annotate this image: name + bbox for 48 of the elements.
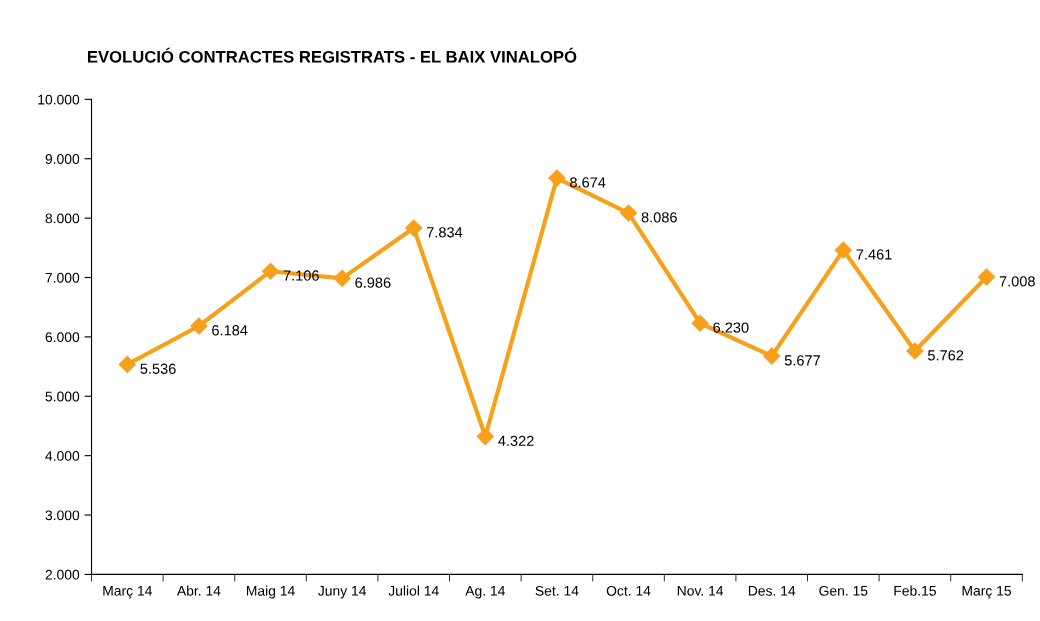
x-tick-label: Nov. 14: [677, 586, 724, 596]
data-label: 6.230: [713, 322, 749, 333]
x-tick-label: Juliol 14: [388, 585, 439, 596]
x-tick-label: Juny 14: [318, 586, 367, 599]
point: [763, 347, 781, 365]
data-label: 5.677: [784, 355, 820, 366]
x-tick-label: Ag. 14: [465, 586, 505, 599]
x-tick-label: Març 14: [103, 585, 152, 599]
y-tick-label: 2.000: [45, 569, 80, 580]
point: [619, 204, 638, 222]
point: [405, 219, 423, 237]
point: [977, 268, 996, 286]
point: [476, 427, 494, 446]
y-tick-label: 10.000: [38, 94, 80, 105]
x-tick-label: Març 15: [962, 585, 1012, 599]
point: [261, 262, 280, 280]
x-tick-label: Maig 14: [246, 585, 295, 599]
chart-title: EVOLUCIÓ CONTRACTES REGISTRATS - EL BAIX VINALOPÓ: [87, 47, 577, 63]
y-tick-label: 4.000: [45, 450, 80, 461]
y-tick-label: 8.000: [45, 213, 80, 224]
data-label: 4.322: [498, 435, 534, 447]
x-tick-label: Abr. 14: [176, 585, 221, 596]
data-label: 5.762: [928, 350, 964, 361]
data-label: 7.834: [426, 227, 463, 238]
point: [333, 269, 351, 287]
x-tick-label: Set. 14: [535, 585, 579, 596]
data-label: 7.461: [856, 249, 892, 260]
point: [548, 169, 566, 187]
y-tick-label: 7.000: [45, 272, 80, 283]
data-label: 8.674: [570, 177, 606, 188]
data-label: 7.008: [999, 276, 1035, 287]
point: [906, 342, 924, 360]
x-tick-label: Gen. 15: [819, 585, 868, 596]
point: [190, 317, 208, 335]
data-label: 5.536: [140, 363, 176, 374]
x-tick-label: Oct. 14: [606, 585, 651, 596]
point: [691, 314, 709, 332]
data-label: 8.086: [641, 212, 677, 223]
y-tick-label: 3.000: [45, 510, 80, 521]
x-tick-label: Feb.15: [894, 585, 936, 596]
point: [118, 355, 136, 373]
data-label: 6.986: [355, 277, 391, 288]
data-label: 6.184: [212, 325, 248, 336]
y-tick-label: 9.000: [45, 154, 80, 164]
y-tick-label: 6.000: [45, 332, 80, 343]
y-tick-label: 5.000: [45, 391, 80, 402]
point: [834, 241, 852, 259]
x-tick-label: Des. 14: [748, 586, 796, 596]
